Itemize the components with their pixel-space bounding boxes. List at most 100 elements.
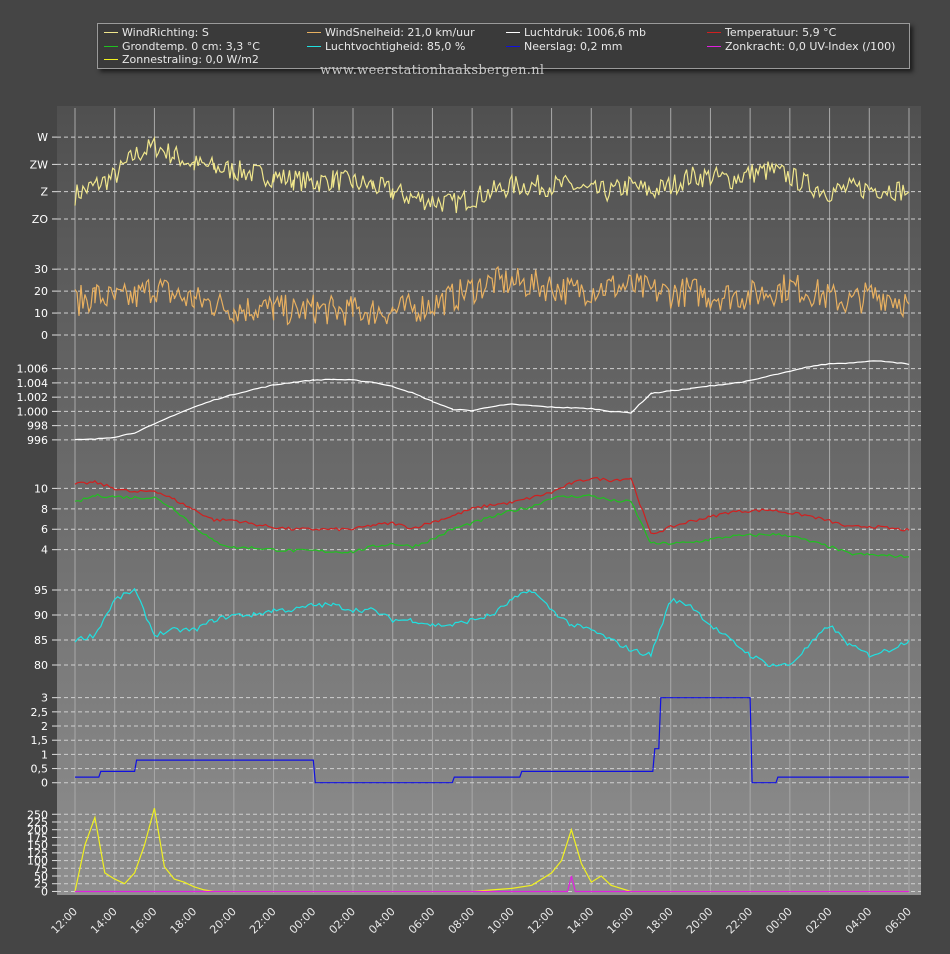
- y-tick-label: 95: [34, 584, 48, 597]
- legend-swatch: [307, 45, 321, 47]
- y-tick-label: 2: [41, 720, 48, 733]
- legend-swatch: [307, 31, 321, 33]
- x-tick-label: 06:00: [883, 905, 915, 937]
- legend-label: Luchtvochtigheid: 85,0 %: [325, 40, 466, 53]
- legend-item-ground-temp: Grondtemp. 0 cm: 3,3 °C: [104, 40, 260, 53]
- legend-swatch: [104, 31, 118, 33]
- plot-background: [57, 106, 921, 895]
- series-line-zonkracht: [75, 875, 909, 893]
- y-tick-label: 10: [34, 307, 48, 320]
- y-tick-label: 1: [41, 748, 48, 761]
- y-tick-label: 1,5: [31, 734, 49, 747]
- y-tick-label: 8: [41, 503, 48, 516]
- legend-item-uv: Zonkracht: 0,0 UV-Index (/100): [707, 40, 895, 53]
- legend-item-precipitation: Neerslag: 0,2 mm: [506, 40, 622, 53]
- y-tick-label: 50: [34, 870, 48, 883]
- legend-item-humidity: Luchtvochtigheid: 85,0 %: [307, 40, 465, 53]
- x-tick-label: 12:00: [49, 905, 81, 937]
- x-tick-label: 00:00: [287, 905, 319, 937]
- x-tick-label: 22:00: [247, 905, 279, 937]
- legend-item-pressure: Luchtdruk: 1006,6 mb: [506, 26, 646, 39]
- y-tick-label: 150: [27, 839, 48, 852]
- series-line-temperatuur: [74, 476, 910, 535]
- y-tick-label: 0: [41, 329, 48, 342]
- legend-swatch: [506, 45, 520, 47]
- y-tick-label: 1.000: [17, 405, 49, 418]
- y-tick-label: 3: [41, 692, 48, 705]
- y-tick-label: 1.006: [17, 363, 49, 376]
- legend-label: Luchtdruk: 1006,6 mb: [524, 26, 646, 39]
- x-tick-label: 14:00: [565, 905, 597, 937]
- y-tick-label: 998: [27, 420, 48, 433]
- series-line-luchtdruk: [74, 360, 910, 441]
- y-tick-label: 0: [41, 885, 48, 898]
- legend-swatch: [104, 45, 118, 47]
- legend: WindRichting: S WindSnelheid: 21,0 km/uu…: [97, 23, 910, 69]
- y-tick-label: 0,5: [31, 763, 49, 776]
- y-tick-label: 6: [41, 523, 48, 536]
- x-tick-label: 10:00: [485, 905, 517, 937]
- y-tick-label: 80: [34, 659, 48, 672]
- x-tick-label: 12:00: [525, 905, 557, 937]
- grid-layer: [57, 108, 921, 893]
- x-tick-label: 16:00: [605, 905, 637, 937]
- watermark: www.weerstationhaaksbergen.nl: [320, 63, 545, 78]
- legend-swatch: [506, 31, 520, 33]
- x-tick-label: 18:00: [644, 905, 676, 937]
- y-tick-label: 200: [27, 824, 48, 837]
- series-line-windrichting: [74, 135, 910, 214]
- y-tick-label: 175: [27, 831, 48, 844]
- y-tick-label: ZW: [30, 158, 49, 171]
- series-layer: [74, 135, 910, 893]
- y-tick-label: 996: [27, 434, 48, 447]
- legend-item-wind-speed: WindSnelheid: 21,0 km/uur: [307, 26, 475, 39]
- legend-label: Temperatuur: 5,9 °C: [725, 26, 837, 39]
- legend-label: Zonnestraling: 0,0 W/m2: [122, 53, 259, 66]
- y-tick-label: 1.004: [17, 377, 49, 390]
- x-tick-label: 04:00: [843, 905, 875, 937]
- y-tick-label: 1.002: [17, 391, 49, 404]
- y-tick-label: ZO: [32, 213, 49, 226]
- y-tick-label: 100: [27, 855, 48, 868]
- x-tick-label: 14:00: [88, 905, 120, 937]
- legend-label: Grondtemp. 0 cm: 3,3 °C: [122, 40, 260, 53]
- y-tick-label: 125: [27, 847, 48, 860]
- y-tick-label: 75: [34, 862, 48, 875]
- legend-label: Zonkracht: 0,0 UV-Index (/100): [725, 40, 896, 53]
- y-tick-label: Z: [40, 186, 48, 199]
- legend-label: WindSnelheid: 21,0 km/uur: [325, 26, 475, 39]
- y-tick-label: 225: [27, 816, 48, 829]
- x-tick-label: 00:00: [763, 905, 795, 937]
- x-tick-label: 16:00: [128, 905, 160, 937]
- x-tick-label: 18:00: [168, 905, 200, 937]
- x-tick-label: 04:00: [366, 905, 398, 937]
- x-tick-label: 20:00: [207, 905, 239, 937]
- y-tick-label: 2,5: [31, 706, 49, 719]
- y-tick-label: W: [37, 131, 48, 144]
- legend-label: Neerslag: 0,2 mm: [524, 40, 623, 53]
- x-tick-label: 06:00: [406, 905, 438, 937]
- x-tick-label: 02:00: [803, 905, 835, 937]
- y-tick-label: 0: [41, 777, 48, 790]
- series-line-luchtvochtigheid: [74, 587, 910, 668]
- y-tick-label: 20: [34, 285, 48, 298]
- legend-item-temperature: Temperatuur: 5,9 °C: [707, 26, 836, 39]
- legend-swatch: [104, 58, 118, 60]
- legend-item-solar: Zonnestraling: 0,0 W/m2: [104, 53, 259, 66]
- legend-label: WindRichting: S: [122, 26, 209, 39]
- y-tick-label: 4: [41, 544, 48, 557]
- series-line-windsnelheid: [74, 265, 910, 326]
- series-line-grondtemp-0-cm: [74, 493, 910, 559]
- x-tick-label: 02:00: [327, 905, 359, 937]
- x-tick-label: 08:00: [446, 905, 478, 937]
- x-tick-label: 22:00: [724, 905, 756, 937]
- legend-item-wind-direction: WindRichting: S: [104, 26, 209, 39]
- y-tick-label: 30: [34, 263, 48, 276]
- legend-swatch: [707, 45, 721, 47]
- legend-swatch: [707, 31, 721, 33]
- y-tick-label: 85: [34, 634, 48, 647]
- x-tick-label: 20:00: [684, 905, 716, 937]
- y-tick-label: 10: [34, 482, 48, 495]
